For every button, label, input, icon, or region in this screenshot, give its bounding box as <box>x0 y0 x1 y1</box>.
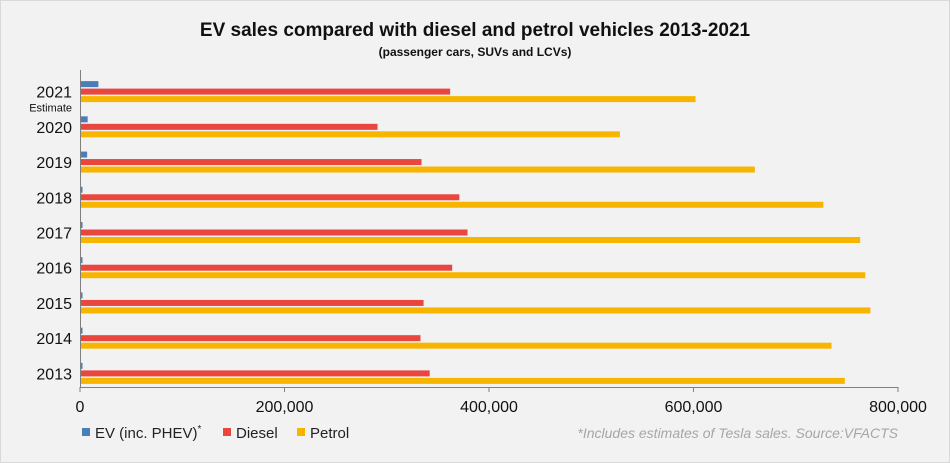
y-tick-label-2015: 2015 <box>36 296 72 313</box>
bar-diesel-2017 <box>81 229 468 236</box>
bar-ev-inc-phev-2013 <box>81 362 83 369</box>
bar-diesel-2013 <box>81 370 430 377</box>
y-tick-label-2016: 2016 <box>36 261 72 278</box>
legend: EV (inc. PHEV)* Diesel Petrol <box>82 424 349 442</box>
legend-swatch-ev-inc-phev <box>82 428 90 436</box>
x-tick-label-4: 800,000 <box>869 399 927 416</box>
y-tick-note-2021: Estimate <box>29 103 72 115</box>
bar-ev-inc-phev-2016 <box>81 257 83 264</box>
bar-diesel-2019 <box>81 159 422 166</box>
bar-diesel-2014 <box>81 335 421 342</box>
bar-petrol-2021 <box>81 96 696 103</box>
bar-petrol-2018 <box>81 201 824 208</box>
plot-area <box>81 81 871 384</box>
x-tick-label-0: 0 <box>76 399 85 416</box>
bar-petrol-2014 <box>81 342 832 349</box>
bar-ev-inc-phev-2019 <box>81 151 88 158</box>
y-tick-label-2019: 2019 <box>36 155 72 172</box>
y-tick-label-2017: 2017 <box>36 226 72 243</box>
bar-diesel-2015 <box>81 299 424 306</box>
x-tick-label-3: 600,000 <box>665 399 723 416</box>
bar-diesel-2016 <box>81 264 453 271</box>
bar-ev-inc-phev-2018 <box>81 186 83 193</box>
y-tick-label-2020: 2020 <box>36 120 72 137</box>
chart-subtitle: (passenger cars, SUVs and LCVs) <box>379 45 572 59</box>
y-tick-label-2018: 2018 <box>36 190 72 207</box>
bar-diesel-2018 <box>81 194 460 201</box>
x-tick-label-2: 400,000 <box>460 399 518 416</box>
bar-petrol-2020 <box>81 131 620 138</box>
y-tick-label-2021: 2021 <box>36 85 72 102</box>
bar-petrol-2016 <box>81 272 866 279</box>
x-tick-label-1: 200,000 <box>256 399 314 416</box>
bar-petrol-2015 <box>81 307 871 314</box>
legend-label-diesel: Diesel <box>236 425 278 442</box>
legend-swatch-diesel <box>223 428 231 436</box>
legend-label-ev-inc-phev: EV (inc. PHEV)* <box>95 424 202 442</box>
x-axis-ticks: 0 200,000 400,000 600,000 800,000 <box>76 387 927 416</box>
bar-petrol-2019 <box>81 166 755 173</box>
legend-swatch-petrol <box>297 428 305 436</box>
bar-petrol-2017 <box>81 237 861 243</box>
chart-title: EV sales compared with diesel and petrol… <box>200 20 751 41</box>
bar-petrol-2013 <box>81 377 845 384</box>
y-tick-label-2013: 2013 <box>36 366 72 383</box>
bar-diesel-2020 <box>81 123 378 130</box>
bar-ev-inc-phev-2014 <box>81 327 83 334</box>
bar-ev-inc-phev-2015 <box>81 292 83 299</box>
bar-ev-inc-phev-2021 <box>81 81 99 88</box>
bar-diesel-2021 <box>81 88 451 95</box>
y-tick-label-2014: 2014 <box>36 331 72 348</box>
bar-ev-inc-phev-2017 <box>81 222 83 228</box>
legend-label-petrol: Petrol <box>310 425 349 442</box>
bar-ev-inc-phev-2020 <box>81 116 88 123</box>
footnote: *Includes estimates of Tesla sales. Sour… <box>577 425 898 441</box>
